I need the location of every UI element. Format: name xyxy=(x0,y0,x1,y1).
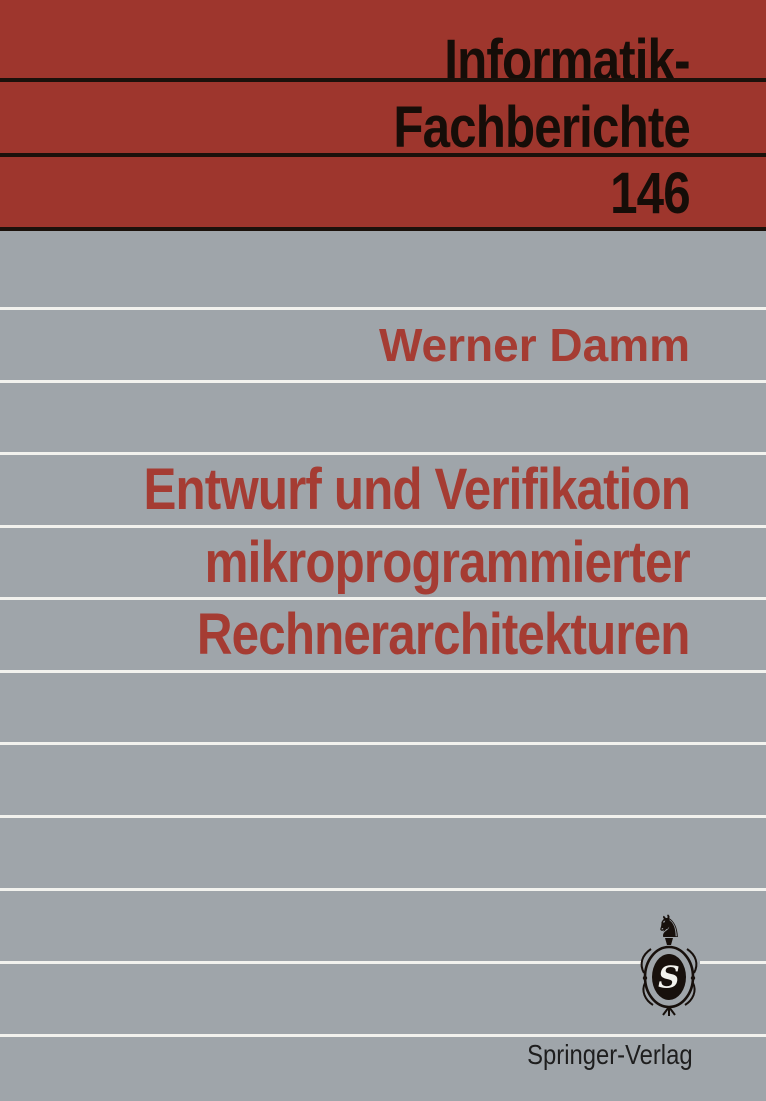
stripe-line xyxy=(0,597,766,600)
title-band-1: Entwurf und Verifikation xyxy=(0,455,766,525)
logo-cartouche-icon: S xyxy=(640,938,698,1016)
publisher-band: Springer-Verlag xyxy=(0,1037,766,1101)
book-title-line1: Entwurf und Verifikation xyxy=(143,457,690,522)
header-rule xyxy=(0,78,766,82)
author-band: Werner Damm xyxy=(0,310,766,380)
stripe-line xyxy=(0,1034,766,1037)
series-name-line2: Fachberichte xyxy=(393,94,690,160)
stripe-line xyxy=(0,742,766,745)
series-volume-number: 146 xyxy=(610,161,691,226)
author-name: Werner Damm xyxy=(378,319,690,371)
series-name-row-2: Fachberichte xyxy=(0,82,766,163)
publisher-name: Springer-Verlag xyxy=(527,1039,693,1070)
stripe-line xyxy=(0,815,766,818)
title-band-2: mikroprogrammierter xyxy=(0,528,766,598)
stripe-line xyxy=(700,961,766,964)
knight-icon: ♞ xyxy=(655,909,683,945)
title-band-3: Rechnerarchitekturen xyxy=(0,600,766,670)
logo-monogram: S xyxy=(658,961,680,996)
header-rule xyxy=(0,153,766,157)
series-header: Informatik- Fachberichte 146 xyxy=(0,0,766,231)
book-title-line2: mikroprogrammierter xyxy=(204,530,691,595)
series-volume-row: 146 xyxy=(0,157,766,229)
stripe-line xyxy=(0,452,766,455)
stripe-line xyxy=(0,888,766,891)
header-rule xyxy=(0,227,766,231)
stripe-line xyxy=(0,307,766,310)
stripe-line xyxy=(0,525,766,528)
book-title-line3: Rechnerarchitekturen xyxy=(197,602,690,667)
stripe-line xyxy=(0,670,766,673)
springer-logo: ♞ S xyxy=(638,912,700,1017)
stripe-line xyxy=(0,380,766,383)
stripe-line xyxy=(0,961,642,964)
